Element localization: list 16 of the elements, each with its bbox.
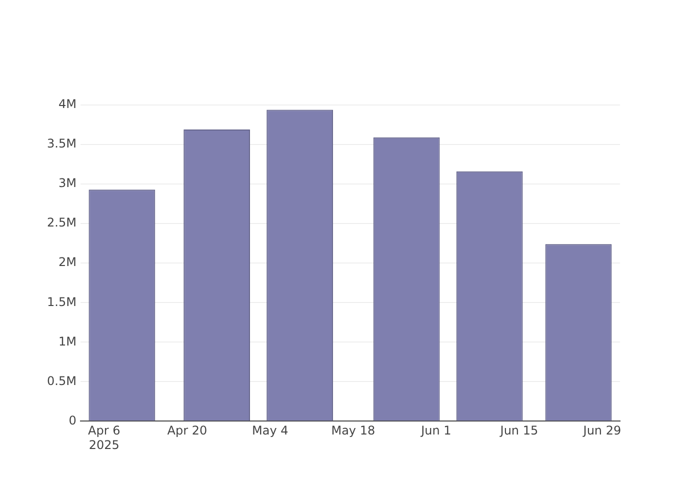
y-tick-label: 0.5M [47, 374, 76, 388]
x-tick-label: May 4 [252, 424, 288, 438]
x-tick-label: Apr 20 [167, 424, 208, 438]
x-tick-label: Jun 1 [420, 424, 452, 438]
y-tick-label: 3M [58, 176, 76, 190]
y-tick-label: 0 [68, 413, 76, 428]
y-tick-label: 1M [58, 334, 76, 348]
y-tick-label: 2.5M [47, 216, 76, 230]
x-tick-label: May 18 [331, 424, 376, 438]
y-tick-label: 2M [58, 255, 76, 270]
y-tick-label: 4M [58, 97, 76, 112]
y-tick-label: 3.5M [47, 136, 76, 151]
x-tick-label: Jun 15 [499, 424, 538, 438]
x-tick-label: Apr 6 2025 [88, 424, 120, 452]
x-tick-label: Jun 29 [582, 424, 622, 438]
y-tick-label: 1.5M [47, 294, 76, 309]
